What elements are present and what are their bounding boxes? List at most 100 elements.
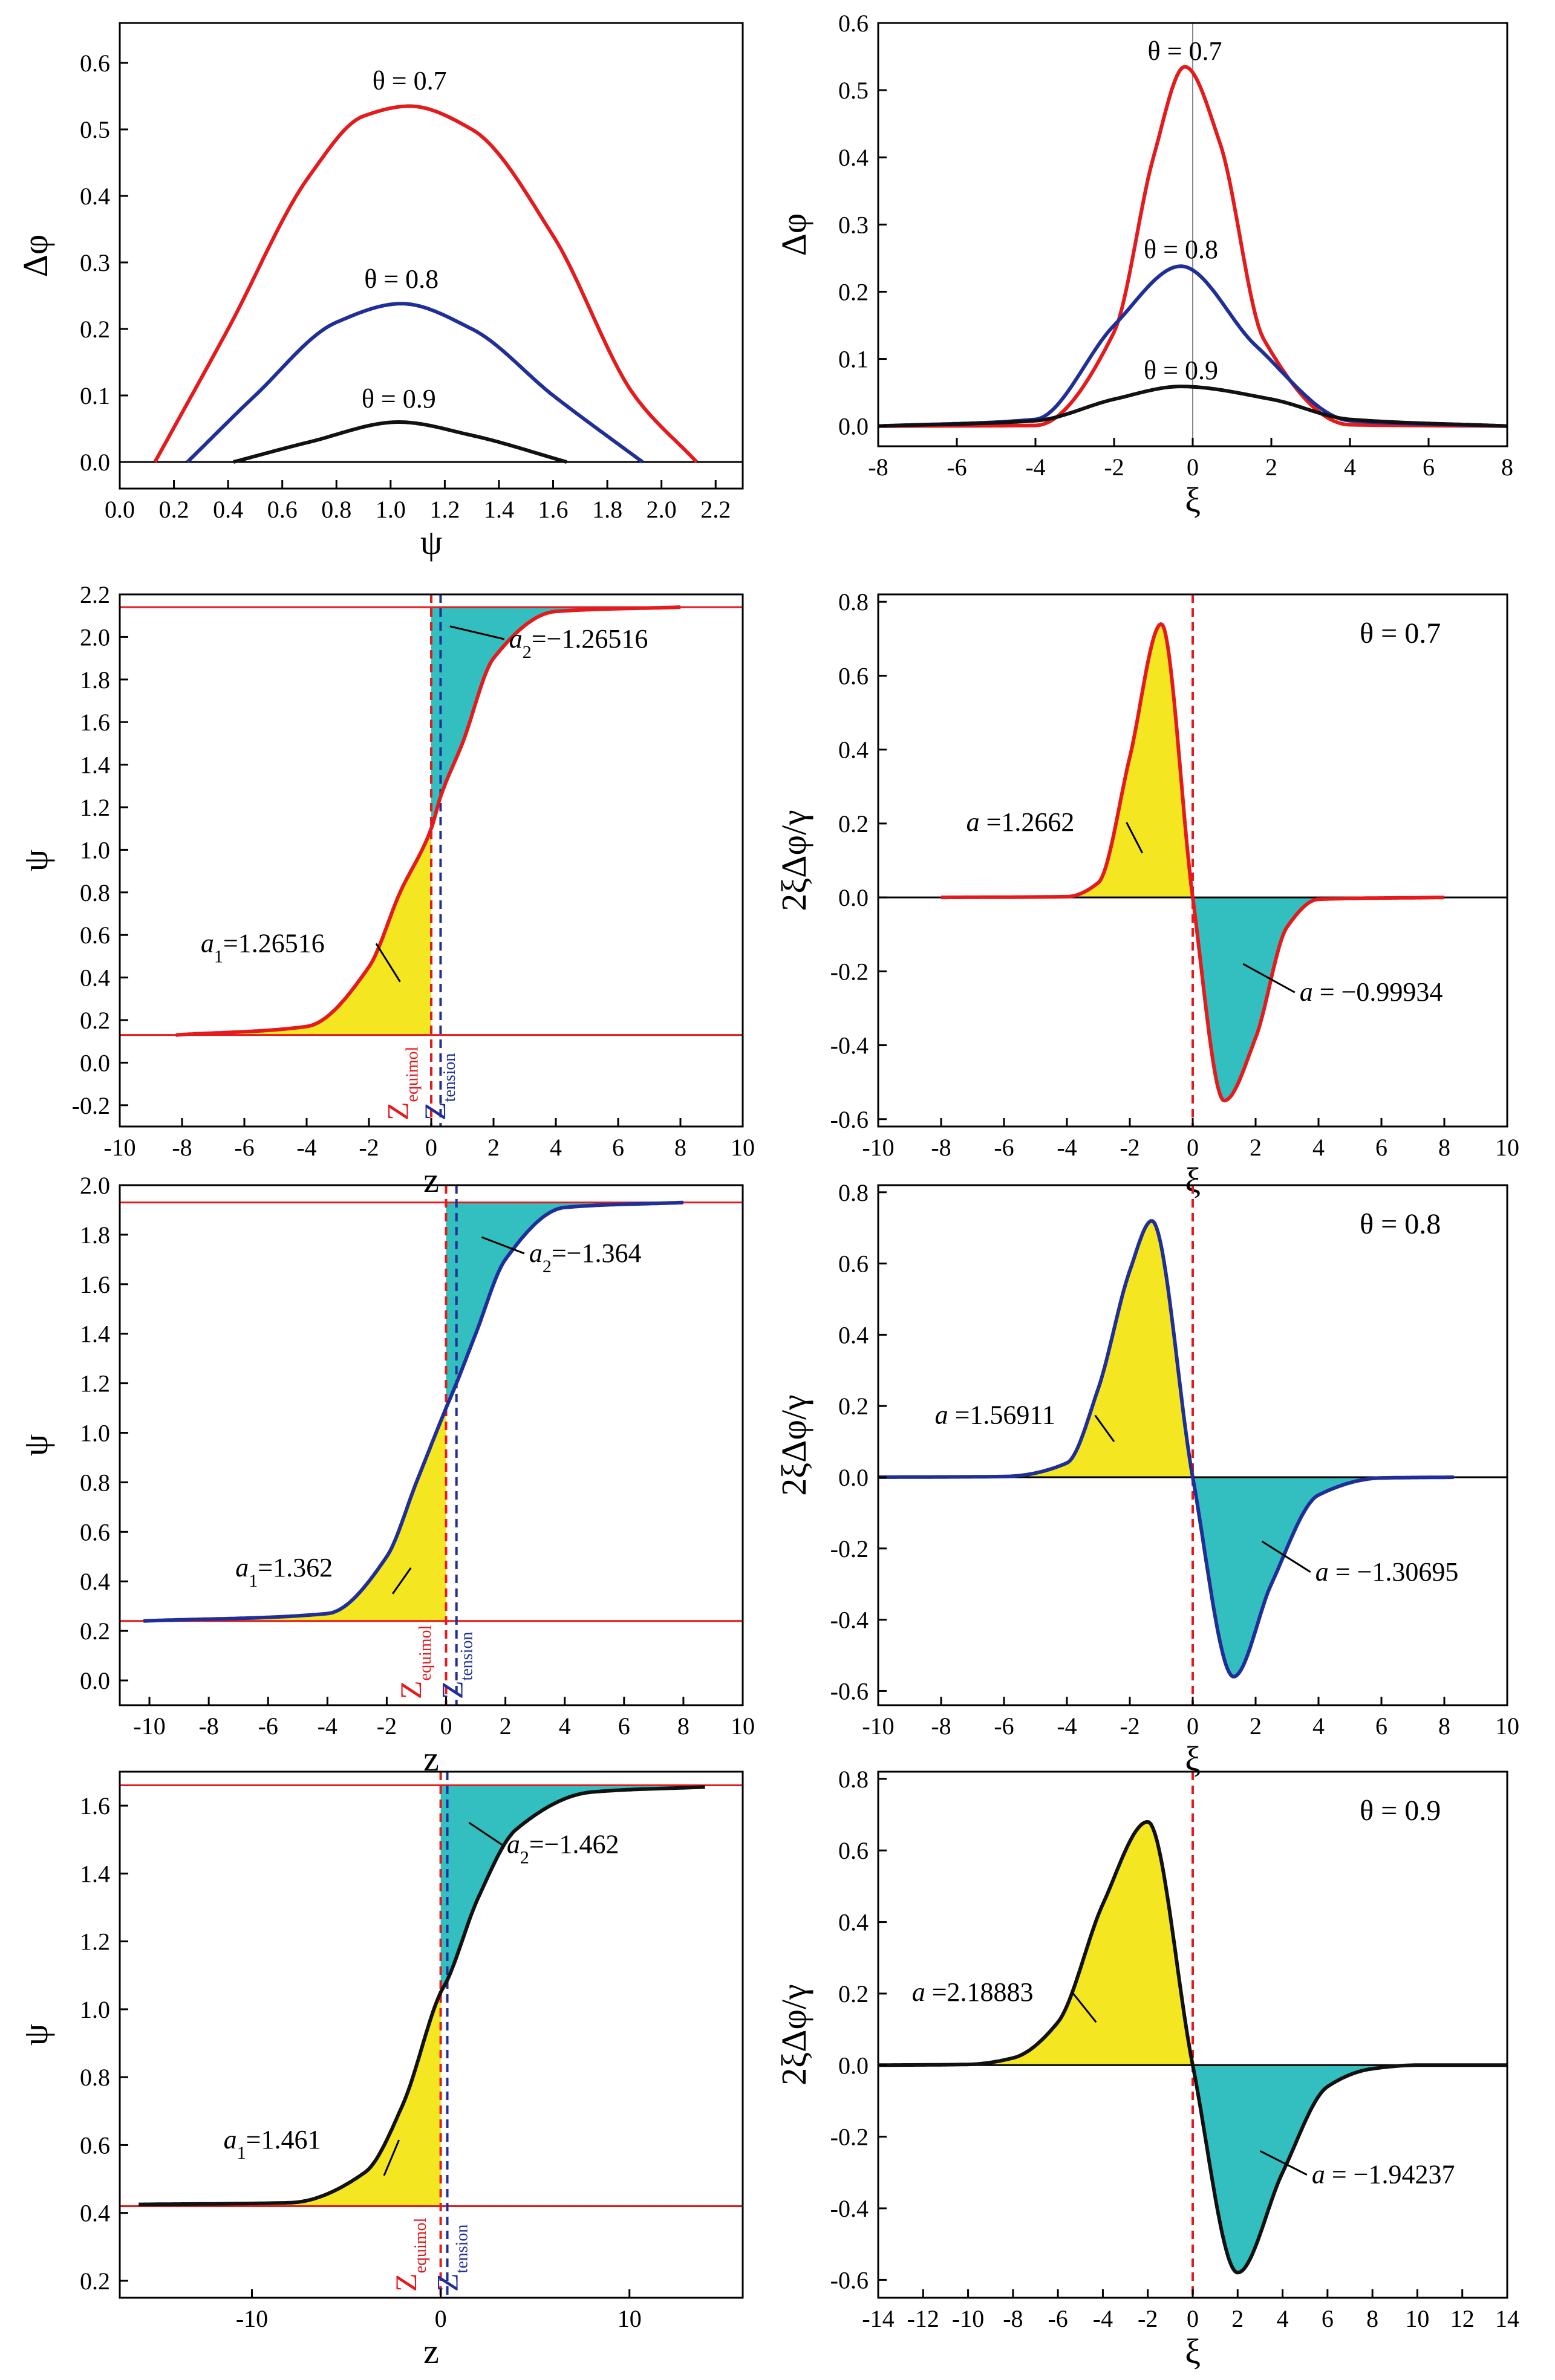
y-axis-title: 2ξΔφ/γ — [774, 1394, 813, 1495]
annotation-leader-1 — [468, 1821, 503, 1845]
x-tick-label: 0 — [440, 1712, 452, 1740]
annotation-leader-2 — [392, 1567, 412, 1595]
x-tick-label: 2 — [1250, 1134, 1262, 1161]
area-annotation-2: a1=1.461 — [224, 2125, 321, 2163]
x-tick-label: 8 — [1438, 1712, 1450, 1740]
series-line-3 — [878, 385, 1507, 428]
y-tick-label: 0.2 — [838, 1393, 869, 1420]
y-tick-label: -0.2 — [830, 958, 869, 985]
x-tick-label: 0 — [435, 2305, 447, 2332]
axes-frame — [119, 1184, 744, 1706]
annotation-leader-2 — [1261, 1540, 1311, 1573]
x-tick-label: 8 — [674, 1134, 686, 1161]
x-tick-label: 6 — [1423, 454, 1435, 481]
area-annotation-1: a2=−1.26516 — [509, 624, 648, 662]
y-tick-label: 1.0 — [80, 836, 110, 863]
y-tick-label: -0.4 — [830, 2195, 869, 2222]
x-tick-label: -4 — [318, 1712, 337, 1740]
axes-frame — [119, 22, 744, 490]
x-tick-label: -6 — [234, 1134, 254, 1161]
y-tick-label: 0.4 — [838, 736, 869, 764]
x-tick-label: -8 — [1003, 2305, 1023, 2332]
data-curve — [139, 1785, 705, 2206]
y-tick-label: 0.2 — [80, 1618, 110, 1645]
x-axis-title: z — [423, 1160, 439, 1200]
area-annotation-2: a1=1.362 — [235, 1553, 333, 1591]
x-tick-label: 0 — [1187, 1134, 1199, 1161]
y-tick-label: 0.6 — [80, 1518, 110, 1546]
annotation-leader-1 — [1071, 1991, 1097, 2023]
x-tick-label: 2 — [1231, 2305, 1244, 2332]
x-tick-label: 10 — [1495, 1134, 1519, 1161]
y-tick-label: 0.4 — [80, 1568, 110, 1595]
z-marker-tension: Ztension — [435, 1632, 477, 1699]
chart-panel-p2: θ = 0.7 θ = 0.8 θ = 0.9 -8 -6 -4 -2 0 2 4 6 8 0.0 0.1… — [774, 10, 1513, 519]
y-tick-label: 1.2 — [80, 1928, 110, 1956]
y-tick-label: -0.2 — [830, 1535, 869, 1562]
x-tick-label: 10 — [618, 2305, 642, 2332]
x-tick-label: 10 — [1405, 2305, 1429, 2332]
annotation-leader-1 — [1094, 1414, 1115, 1442]
y-tick-label: 0.8 — [838, 588, 869, 616]
y-tick-label: 0.4 — [80, 183, 110, 210]
x-tick-label: -8 — [198, 1712, 218, 1740]
y-axis-title: ψ — [16, 1434, 55, 1456]
x-tick-label: -10 — [862, 1712, 894, 1740]
y-tick-label: 0.4 — [838, 144, 869, 171]
area-annotation-1: a =1.2662 — [967, 807, 1075, 837]
x-tick-label: 8 — [1366, 2305, 1378, 2332]
y-tick-label: -0.6 — [830, 1677, 869, 1705]
x-tick-label: 0.4 — [213, 496, 243, 523]
y-tick-label: -0.6 — [830, 1106, 869, 1133]
annotation-leader-1 — [449, 625, 505, 640]
series-label-1: θ = 0.7 — [373, 66, 447, 96]
y-tick-label: 0.0 — [838, 413, 869, 440]
y-tick-label: 0.4 — [838, 1321, 869, 1348]
area-annotation-2: a = −0.99934 — [1300, 977, 1443, 1007]
x-tick-label: 4 — [550, 1134, 562, 1161]
area-fill-1 — [139, 1992, 441, 2206]
y-tick-label: 0.6 — [80, 50, 110, 77]
x-tick-label: -10 — [133, 1712, 165, 1740]
x-tick-label: 4 — [1312, 1712, 1325, 1740]
y-tick-label: 0.6 — [838, 662, 869, 689]
y-tick-label: 0.8 — [80, 879, 110, 906]
x-tick-label: 2 — [1250, 1712, 1262, 1740]
x-tick-label: 10 — [731, 1134, 755, 1161]
chart-panel-p6: a =1.56911 a = −1.30695 θ = 0.8 -10 -8 -6 -4 -2… — [774, 1179, 1519, 1778]
y-tick-label: -0.6 — [830, 2266, 869, 2294]
y-tick-label: 1.4 — [80, 1860, 110, 1887]
x-tick-label: 6 — [1375, 1134, 1387, 1161]
x-tick-label: -10 — [236, 2305, 268, 2332]
y-tick-label: -0.2 — [830, 2124, 869, 2151]
x-tick-label: -4 — [1025, 454, 1045, 481]
x-tick-label: -6 — [994, 1712, 1014, 1740]
y-tick-label: 0.4 — [80, 964, 110, 992]
area-annotation-2: a1=1.26516 — [201, 928, 325, 966]
x-tick-label: -2 — [1104, 454, 1124, 481]
x-tick-label: 6 — [1322, 2305, 1334, 2332]
x-tick-label: -10 — [862, 1134, 894, 1161]
series-line-2 — [186, 302, 644, 464]
y-tick-label: 0.0 — [80, 1049, 110, 1076]
x-tick-label: -8 — [868, 454, 888, 481]
y-tick-label: 0.3 — [838, 211, 869, 238]
y-tick-label: -0.2 — [72, 1092, 110, 1119]
x-tick-label: 6 — [1375, 1712, 1387, 1740]
panel-title: θ = 0.9 — [1360, 1795, 1441, 1827]
y-tick-label: 1.4 — [80, 752, 110, 779]
x-tick-label: 0 — [1187, 1712, 1199, 1740]
plot-area — [120, 1772, 743, 2298]
area-fill-2 — [1193, 897, 1444, 1101]
x-tick-label: 2 — [500, 1712, 512, 1740]
area-annotation-1: a2=−1.462 — [507, 1830, 619, 1868]
y-tick-label: 0.6 — [838, 10, 869, 37]
y-axis-title: ψ — [16, 2024, 55, 2046]
y-tick-label: 0.5 — [838, 77, 869, 104]
x-tick-label: 0 — [1187, 2305, 1199, 2332]
area-fill-1 — [878, 1821, 1193, 2066]
x-tick-label: 1.4 — [484, 496, 514, 523]
x-tick-label: -4 — [1057, 1134, 1077, 1161]
x-tick-label: -12 — [907, 2305, 939, 2332]
